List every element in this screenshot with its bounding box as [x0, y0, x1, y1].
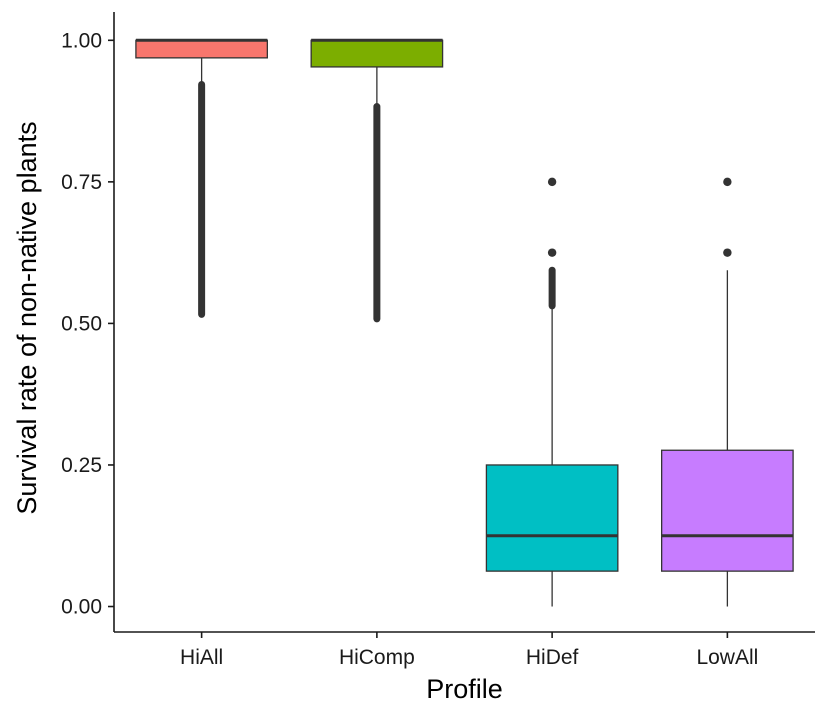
box-iqr	[135, 39, 268, 59]
box-lowall	[661, 177, 794, 607]
y-tick-label: 0.00	[61, 596, 102, 619]
y-axis-title: Survival rate of non-native plants	[12, 121, 42, 514]
y-tick-label: 0.50	[61, 312, 102, 335]
y-tick-label: 1.00	[61, 29, 102, 52]
box-iqr	[310, 39, 444, 68]
x-tick-label: HiAll	[180, 646, 223, 669]
x-axis-ticks: HiAll HiComp HiDef LowAll	[180, 632, 758, 669]
y-axis-ticks: 0.00 0.25 0.50 0.75 1.00	[61, 29, 114, 619]
x-tick-label: HiComp	[339, 646, 415, 669]
outlier-point	[547, 248, 557, 257]
outlier-point	[547, 177, 557, 187]
box-hicomp	[310, 38, 444, 323]
outlier-point	[723, 248, 732, 257]
x-axis-title: Profile	[426, 674, 503, 704]
box-hiall	[135, 38, 268, 318]
box-hidef	[485, 177, 619, 607]
y-tick-label: 0.25	[61, 454, 102, 477]
boxes	[135, 38, 794, 607]
y-tick-label: 0.75	[61, 171, 102, 194]
outlier-point	[723, 177, 732, 187]
x-tick-label: LowAll	[696, 646, 758, 669]
box-iqr	[661, 449, 794, 572]
x-tick-label: HiDef	[526, 646, 579, 669]
box-iqr	[485, 464, 619, 572]
